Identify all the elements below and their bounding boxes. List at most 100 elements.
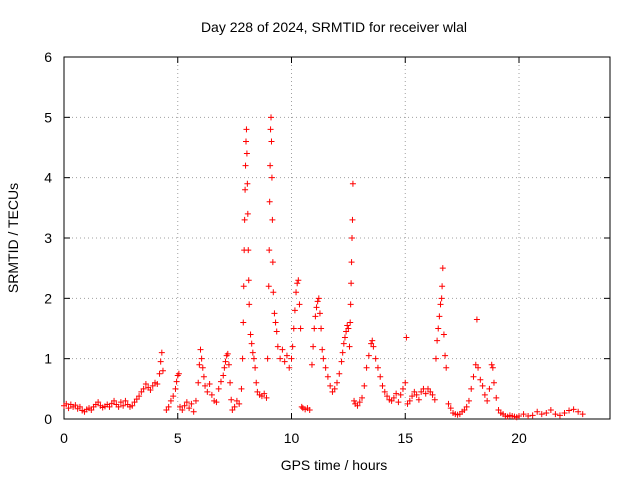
data-point	[277, 355, 284, 362]
data-point	[247, 331, 254, 338]
data-point	[192, 397, 199, 404]
data-point	[368, 340, 375, 347]
data-point	[267, 126, 274, 133]
data-point	[268, 114, 275, 121]
data-point	[270, 289, 277, 296]
data-point	[422, 390, 429, 397]
data-point	[244, 180, 251, 187]
data-point	[279, 346, 286, 353]
data-point	[298, 403, 305, 410]
data-point	[293, 289, 300, 296]
data-point	[349, 216, 356, 223]
data-point	[425, 385, 431, 392]
data-point	[269, 216, 276, 223]
data-point	[384, 393, 391, 400]
data-point	[188, 400, 195, 407]
data-point	[411, 388, 418, 395]
data-point	[390, 394, 397, 401]
data-point	[318, 325, 325, 332]
data-point	[245, 277, 252, 284]
data-point	[374, 364, 381, 371]
data-point	[215, 385, 222, 392]
data-point	[418, 388, 425, 395]
data-point	[356, 399, 363, 406]
data-point	[222, 358, 229, 365]
data-point	[345, 325, 352, 332]
data-point	[243, 138, 249, 145]
data-point	[379, 382, 386, 389]
data-point	[340, 340, 347, 347]
x-tick-label: 0	[60, 430, 68, 446]
data-point	[427, 388, 434, 395]
data-point	[436, 313, 443, 320]
data-point	[186, 405, 193, 412]
data-point	[136, 393, 143, 400]
data-point	[266, 198, 273, 205]
data-point	[348, 259, 355, 266]
data-point	[431, 396, 438, 403]
data-point	[208, 391, 215, 398]
data-point	[289, 343, 296, 350]
data-point	[369, 337, 376, 344]
x-tick-labels: 0 5 10 15 20	[60, 430, 527, 446]
data-point	[295, 277, 302, 284]
y-tick-label: 0	[44, 411, 52, 427]
y-tick-label: 6	[44, 49, 52, 65]
data-point	[331, 385, 338, 392]
data-point	[159, 367, 166, 374]
data-point	[243, 150, 250, 157]
data-point	[115, 403, 122, 410]
data-point	[439, 265, 446, 272]
data-point	[361, 382, 368, 389]
data-point	[170, 393, 177, 400]
data-point	[286, 364, 293, 371]
data-point	[409, 393, 416, 400]
data-point	[242, 186, 249, 193]
y-tick-label: 2	[44, 290, 52, 306]
data-point	[140, 385, 147, 392]
data-point	[470, 373, 477, 380]
data-point	[534, 408, 541, 415]
y-tick-labels: 0 1 2 3 4 5 6	[44, 49, 52, 427]
data-point	[315, 295, 322, 302]
data-point	[183, 399, 190, 406]
data-point	[122, 397, 129, 404]
data-point	[129, 402, 136, 409]
chart-title: Day 228 of 2024, SRMTID for receiver wla…	[201, 19, 467, 35]
data-point	[316, 310, 323, 317]
x-tick-label: 10	[284, 430, 300, 446]
data-point	[142, 381, 149, 388]
data-point	[88, 406, 95, 413]
data-point	[472, 361, 479, 368]
data-point	[290, 325, 297, 332]
data-point	[415, 396, 422, 403]
data-point	[181, 402, 188, 409]
data-point	[349, 235, 356, 241]
data-point	[250, 355, 257, 362]
data-point	[306, 406, 313, 413]
data-point	[463, 403, 470, 410]
data-points	[61, 114, 586, 421]
data-point	[477, 376, 484, 383]
data-point	[377, 373, 384, 380]
x-axis-label: GPS time / hours	[281, 457, 388, 473]
data-point	[241, 216, 248, 223]
data-point	[147, 387, 154, 394]
data-point	[543, 409, 550, 416]
data-point	[320, 355, 327, 362]
data-point	[481, 391, 488, 398]
data-point	[238, 385, 245, 392]
data-point	[72, 402, 79, 409]
data-point	[95, 399, 102, 406]
data-point	[253, 379, 260, 386]
data-point	[248, 340, 255, 347]
data-point	[354, 402, 361, 409]
data-point	[570, 406, 577, 413]
data-point	[264, 355, 271, 362]
data-point	[349, 180, 356, 187]
data-point	[365, 352, 372, 359]
y-tick-label: 3	[44, 230, 52, 246]
data-point	[261, 390, 268, 397]
data-point	[403, 334, 410, 341]
data-point	[283, 352, 290, 359]
